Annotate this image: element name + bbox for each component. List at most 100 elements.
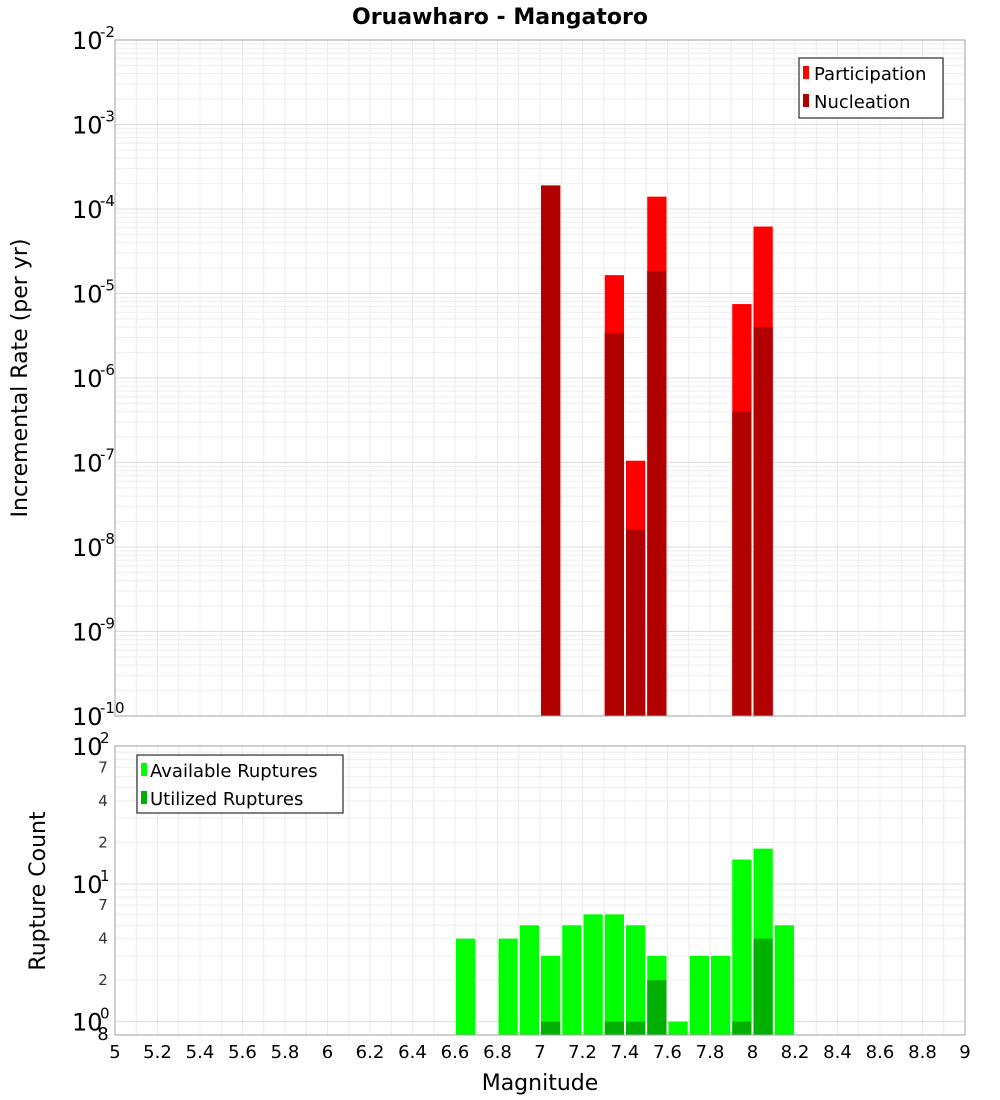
bottom-y-minor-tick: 4	[98, 930, 108, 948]
top-plot-frame	[114, 39, 966, 717]
x-tick-label: 7.6	[653, 1042, 682, 1063]
top-bar-nucleation	[541, 185, 561, 717]
top-bar-nucleation	[626, 529, 646, 716]
bottom-bar-available-ruptures	[456, 938, 476, 1035]
top-y-tick-base: 10	[72, 703, 103, 731]
top-bar-nucleation	[604, 333, 624, 716]
x-axis-ticks: 5 5.2 5.4 5.6 5.8 6 6.2 6.4 6.6 6.8 7 7.2 7.4 7.6 7.8 8…	[109, 1042, 970, 1063]
bottom-bar-available-ruptures	[604, 914, 624, 1035]
x-tick-label: 7.4	[611, 1042, 640, 1063]
bottom-y-tick-base: 10	[72, 733, 103, 761]
x-tick-label: 5.6	[228, 1042, 257, 1063]
top-y-tick-exponent: -5	[100, 277, 115, 295]
bottom-bar-available-ruptures	[519, 925, 539, 1035]
bottom-y-tick-exponent: 0	[100, 1005, 110, 1023]
chart-title: Oruawharo - Mangatoro	[352, 5, 648, 30]
top-y-tick-exponent: -7	[100, 446, 115, 464]
bottom-bar-utilized-ruptures	[541, 1021, 561, 1035]
top-y-tick-base: 10	[72, 365, 103, 393]
bottom-y-tick-base: 10	[72, 1009, 103, 1037]
bottom-y-minor-tick: 4	[98, 792, 108, 810]
legend-swatch-utilized	[141, 791, 147, 804]
bottom-y-minor-tick: 2	[98, 971, 108, 989]
x-tick-label: 6.4	[398, 1042, 427, 1063]
x-tick-label: 5	[109, 1042, 120, 1063]
x-tick-label: 7.8	[696, 1042, 725, 1063]
bottom-bar-available-ruptures	[689, 955, 709, 1035]
bottom-bar-utilized-ruptures	[753, 938, 773, 1035]
bottom-y-tick-base: 10	[72, 871, 103, 899]
bottom-y-axis-label: Rupture Count	[26, 811, 51, 971]
bottom-y-minor-tick: 8	[97, 1024, 108, 1045]
x-tick-label: 8.8	[908, 1042, 937, 1063]
legend-label-participation: Participation	[814, 64, 926, 85]
bottom-bar-available-ruptures	[711, 955, 731, 1035]
x-tick-label: 6.2	[356, 1042, 385, 1063]
top-bar-nucleation	[647, 270, 667, 716]
legend-label-nucleation: Nucleation	[814, 92, 910, 113]
bottom-y-minor-tick: 2	[98, 833, 108, 851]
x-tick-label: 6	[322, 1042, 333, 1063]
top-bar-nucleation	[753, 327, 773, 716]
bottom-bar-utilized-ruptures	[647, 980, 667, 1035]
top-y-tick-base: 10	[72, 534, 103, 562]
bottom-bar-available-ruptures	[668, 1021, 688, 1035]
bottom-legend-box	[136, 754, 344, 814]
x-tick-label: 9	[959, 1042, 970, 1063]
x-axis-label: Magnitude	[482, 1071, 599, 1096]
top-legend: Participation Nucleation	[798, 57, 944, 119]
bottom-bar-available-ruptures	[562, 925, 582, 1035]
top-y-tick-exponent: -6	[100, 361, 115, 379]
bottom-bar-utilized-ruptures	[626, 1021, 646, 1035]
x-tick-label: 5.4	[186, 1042, 215, 1063]
top-y-tick-exponent: -4	[100, 192, 115, 210]
x-tick-label: 5.2	[143, 1042, 172, 1063]
bottom-bars	[456, 848, 794, 1035]
legend-label-utilized: Utilized Ruptures	[150, 789, 303, 810]
x-tick-label: 6.8	[483, 1042, 512, 1063]
bottom-y-minor-tick: 7	[98, 758, 108, 776]
bottom-bar-available-ruptures	[626, 925, 646, 1035]
top-y-tick-base: 10	[72, 196, 103, 224]
top-y-tick-base: 10	[72, 112, 103, 140]
top-bar-nucleation	[732, 411, 752, 716]
x-tick-label: 8.6	[866, 1042, 895, 1063]
top-legend-box	[798, 57, 944, 119]
bottom-bar-utilized-ruptures	[604, 1021, 624, 1035]
top-y-tick-base: 10	[72, 27, 103, 55]
top-y-tick-base: 10	[72, 619, 103, 647]
bottom-y-tick-exponent: 2	[100, 729, 110, 747]
x-tick-label: 5.8	[271, 1042, 300, 1063]
legend-swatch-available	[141, 763, 147, 776]
top-y-tick-base: 10	[72, 450, 103, 478]
x-tick-label: 8.2	[781, 1042, 810, 1063]
bottom-bar-utilized-ruptures	[732, 1021, 752, 1035]
top-y-tick-base: 10	[72, 281, 103, 309]
top-bars	[541, 185, 773, 717]
bottom-bar-available-ruptures	[541, 955, 561, 1035]
bottom-y-minor-tick: 7	[98, 896, 108, 914]
legend-swatch-nucleation	[803, 94, 809, 107]
top-grid	[114, 40, 966, 717]
bottom-bar-available-ruptures	[732, 859, 752, 1035]
legend-label-available: Available Ruptures	[150, 761, 318, 782]
legend-swatch-participation	[803, 66, 809, 79]
x-tick-label: 8	[747, 1042, 758, 1063]
bottom-plot-frame	[114, 745, 966, 1036]
bottom-bar-available-ruptures	[498, 938, 518, 1035]
top-y-tick-exponent: -9	[100, 615, 115, 633]
top-y-tick-exponent: -3	[100, 108, 115, 126]
bottom-bar-available-ruptures	[774, 925, 794, 1035]
x-tick-label: 7.2	[568, 1042, 597, 1063]
top-y-tick-exponent: -2	[100, 23, 115, 41]
bottom-y-tick-exponent: 1	[100, 867, 110, 885]
top-y-tick-exponent: -10	[100, 699, 125, 717]
top-y-tick-exponent: -8	[100, 530, 115, 548]
x-tick-label: 7	[534, 1042, 545, 1063]
top-y-axis-label: Incremental Rate (per yr)	[8, 239, 33, 518]
